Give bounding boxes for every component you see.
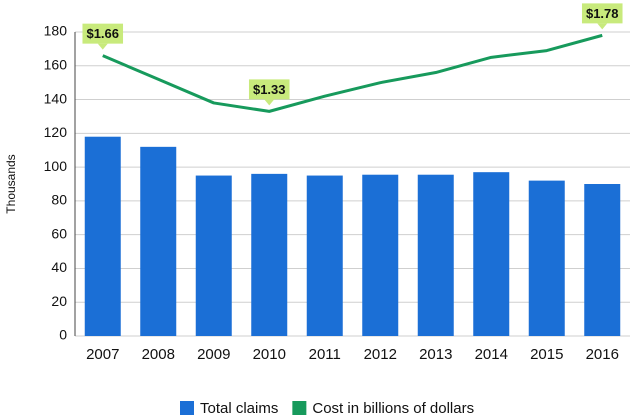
bar bbox=[306, 175, 343, 336]
x-tick-label: 2015 bbox=[530, 346, 563, 363]
data-label-pointer bbox=[97, 43, 108, 50]
y-tick-label: 120 bbox=[44, 124, 68, 140]
bar bbox=[84, 136, 121, 336]
x-tick-label: 2014 bbox=[475, 346, 508, 363]
bar bbox=[362, 174, 399, 336]
x-tick-label: 2011 bbox=[309, 346, 341, 363]
data-label: $1.33 bbox=[253, 82, 286, 97]
x-tick-label: 2012 bbox=[364, 346, 397, 363]
x-tick-label: 2008 bbox=[142, 346, 175, 363]
data-label-box bbox=[581, 3, 623, 24]
y-axis-label: Thousands bbox=[4, 154, 18, 213]
x-tick-label: 2009 bbox=[197, 346, 230, 363]
legend-label: Cost in billions of dollars bbox=[312, 400, 474, 417]
y-tick-label: 0 bbox=[59, 327, 67, 343]
bar bbox=[473, 172, 510, 336]
data-label: $1.66 bbox=[86, 26, 119, 41]
x-tick-label: 2010 bbox=[253, 346, 286, 363]
data-label-pointer bbox=[264, 99, 275, 106]
y-tick-label: 80 bbox=[51, 192, 67, 208]
x-tick-label: 2007 bbox=[86, 346, 119, 363]
y-tick-label: 140 bbox=[44, 90, 68, 106]
y-tick-label: 20 bbox=[51, 293, 67, 309]
y-tick-label: 60 bbox=[51, 225, 67, 241]
data-label-box bbox=[248, 79, 290, 100]
y-tick-label: 160 bbox=[44, 56, 68, 72]
data-label-pointer bbox=[597, 23, 608, 30]
line-series bbox=[102, 33, 603, 113]
bar bbox=[528, 180, 565, 336]
legend-swatch bbox=[180, 401, 194, 415]
bar bbox=[584, 184, 621, 336]
y-tick-label: 180 bbox=[44, 23, 68, 39]
bar bbox=[417, 174, 454, 336]
data-label: $1.78 bbox=[586, 6, 619, 21]
legend-label: Total claims bbox=[200, 400, 278, 417]
y-tick-label: 100 bbox=[44, 158, 68, 174]
bar bbox=[251, 173, 288, 336]
y-tick-label: 40 bbox=[51, 259, 67, 275]
bar bbox=[195, 175, 232, 336]
x-tick-label: 2016 bbox=[586, 346, 619, 363]
legend-swatch bbox=[292, 401, 307, 415]
data-label-box bbox=[82, 23, 124, 44]
x-tick-label: 2013 bbox=[419, 346, 452, 363]
bar bbox=[140, 146, 177, 336]
